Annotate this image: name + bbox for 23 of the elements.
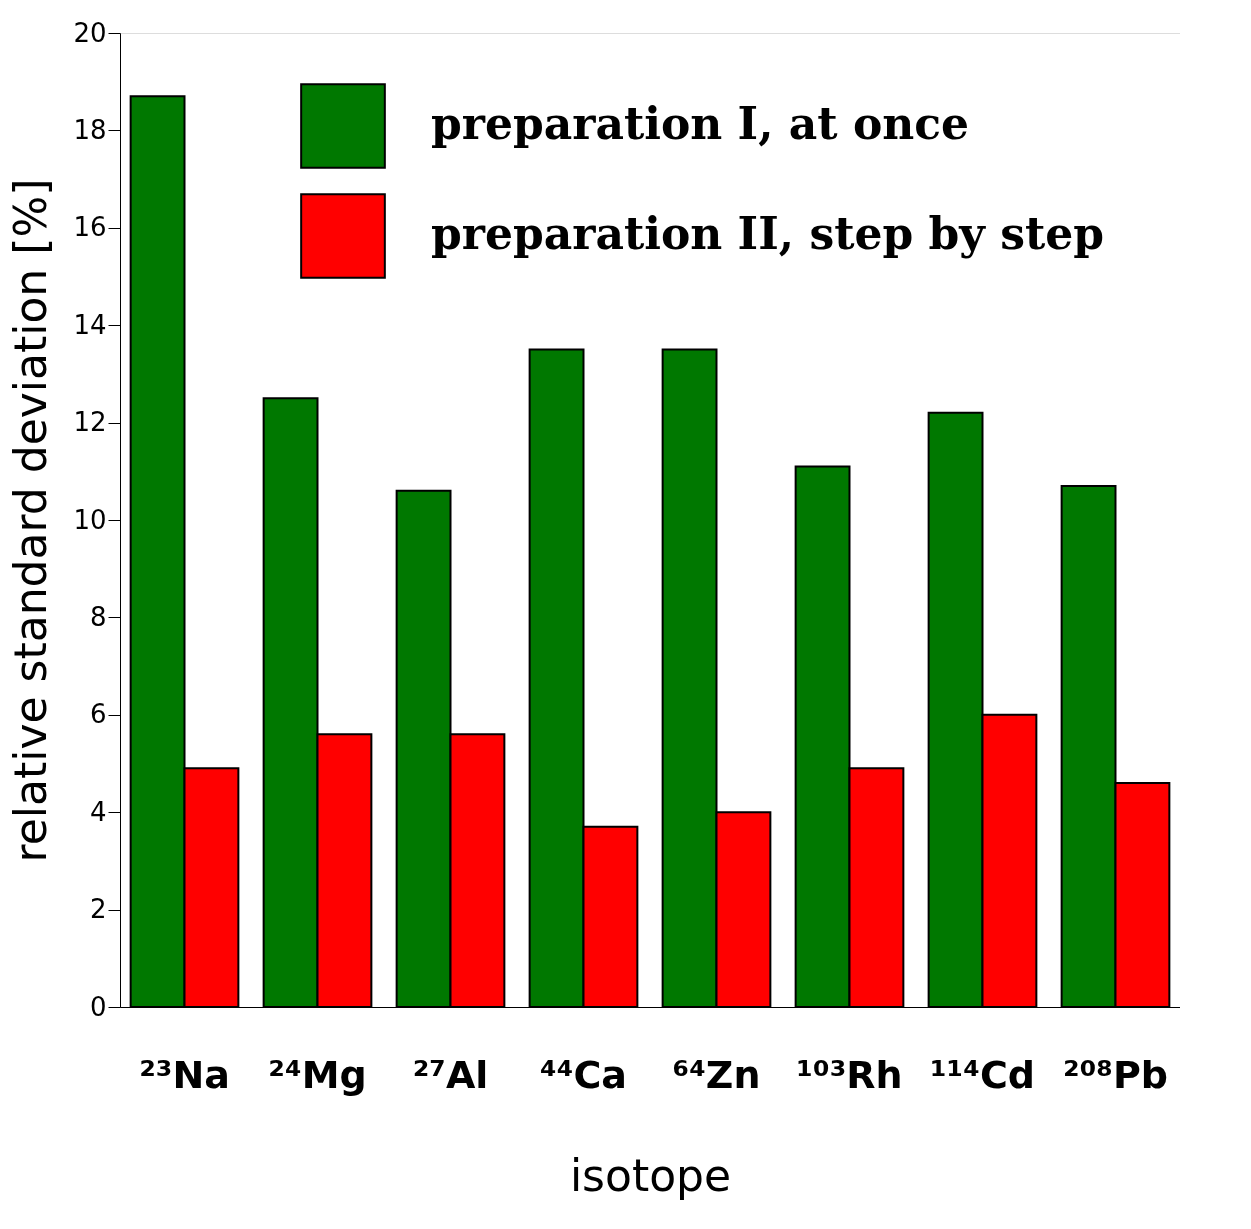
y-tick-label: 14: [73, 309, 107, 340]
x-tick-label: ²⁰⁸Pb: [1063, 1052, 1168, 1097]
y-tick-label: 20: [73, 17, 107, 48]
y-tick-label: 8: [89, 601, 107, 632]
y-tick-label: 12: [73, 407, 107, 438]
legend-label: preparation I, at once: [431, 98, 970, 149]
x-tick-label: ¹⁰³Rh: [796, 1052, 903, 1097]
y-tick-label: 10: [73, 504, 107, 535]
y-tick-label: 0: [89, 991, 107, 1022]
x-axis-title: isotope: [569, 1149, 732, 1201]
x-tick-label: ¹¹⁴Cd: [929, 1052, 1036, 1097]
y-tick-label: 4: [89, 796, 107, 827]
y-tick-label: 18: [73, 114, 107, 145]
x-tick-label: ⁴⁴Ca: [540, 1052, 627, 1097]
y-axis-title: relative standard deviation [%]: [5, 178, 57, 863]
y-tick-label: 16: [73, 212, 107, 243]
x-tick-label: ²⁷Al: [412, 1052, 489, 1097]
y-tick-label: 6: [89, 699, 107, 730]
x-tick-label: ²³Na: [139, 1052, 230, 1097]
x-tick-label: ⁶⁴Zn: [672, 1052, 761, 1097]
y-tick-label: 2: [89, 894, 107, 925]
legend-label: preparation II, step by step: [431, 208, 1105, 259]
x-tick-label: ²⁴Mg: [268, 1052, 367, 1097]
